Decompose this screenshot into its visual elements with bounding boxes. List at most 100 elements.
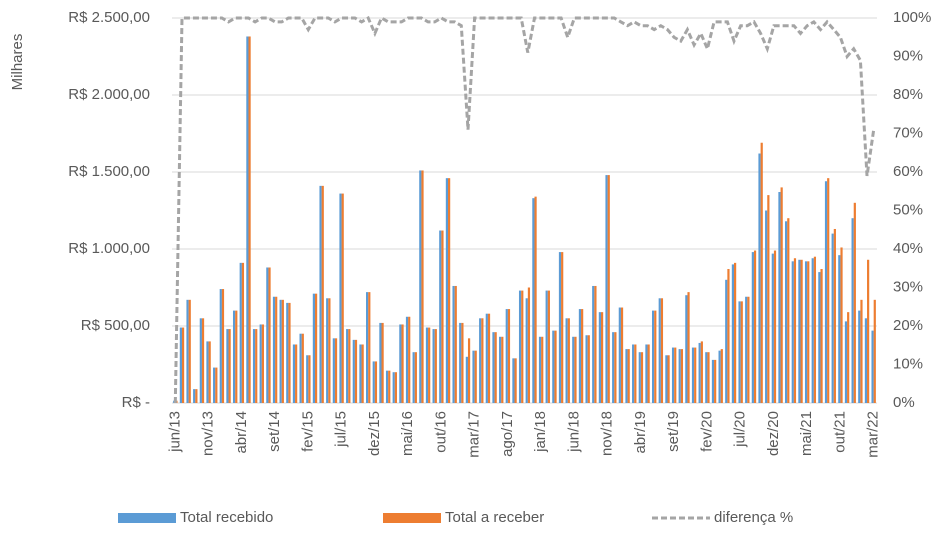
bar (538, 336, 542, 403)
bar (248, 36, 251, 403)
bar (578, 309, 582, 403)
bar (312, 293, 315, 403)
x-tick-label: fev/15 (299, 411, 316, 452)
bar (813, 256, 817, 403)
bar (853, 202, 856, 403)
bar (394, 372, 398, 403)
bar (452, 285, 455, 403)
bar (873, 299, 876, 403)
bar (252, 329, 256, 403)
bar (714, 359, 717, 403)
bar (585, 335, 588, 403)
bar (481, 318, 484, 403)
x-tick-label: dez/20 (765, 411, 782, 456)
bar (858, 310, 861, 403)
bar (454, 285, 457, 403)
x-tick-label: mar/17 (466, 411, 483, 458)
bar (246, 36, 249, 403)
bar (186, 299, 189, 403)
x-tick-label: jun/13 (166, 411, 183, 453)
bar (807, 261, 810, 403)
bar (552, 330, 555, 403)
bar (314, 293, 318, 403)
y2-tick-label: 40% (893, 240, 923, 257)
y-tick-label: R$ 2.000,00 (68, 86, 150, 103)
bar (518, 290, 522, 403)
bar (319, 185, 322, 403)
bar (791, 261, 794, 403)
y2-tick-label: 50% (893, 201, 923, 218)
bar (239, 262, 242, 403)
bar (485, 313, 488, 403)
bar (632, 344, 635, 403)
bar (279, 299, 282, 403)
bar (647, 344, 650, 403)
bar (412, 352, 415, 403)
bar (547, 290, 550, 403)
legend-swatch (118, 513, 176, 523)
bar (745, 296, 748, 403)
bar (421, 170, 424, 403)
bar (507, 309, 511, 403)
bar (301, 333, 304, 403)
bar (760, 142, 763, 404)
bar (731, 264, 735, 403)
bar (266, 267, 269, 403)
bar (288, 302, 291, 403)
bar (326, 298, 329, 403)
y2-tick-label: 90% (893, 47, 923, 64)
bar (847, 312, 850, 403)
bar (545, 290, 548, 403)
bar (512, 358, 515, 403)
bar (651, 310, 655, 403)
bar (541, 336, 544, 403)
bar (594, 285, 597, 403)
legend-swatch (383, 513, 441, 523)
bar (674, 347, 677, 403)
bar (705, 352, 708, 403)
bar (844, 321, 848, 403)
bar (472, 350, 475, 403)
bar (492, 332, 495, 403)
bar (811, 258, 814, 403)
bar (765, 210, 768, 403)
x-tick-label: mai/16 (399, 411, 416, 456)
bar (354, 339, 358, 403)
x-tick-label: set/19 (665, 411, 682, 452)
bar (419, 170, 422, 403)
bar (321, 185, 324, 403)
x-tick-label: nov/13 (200, 411, 217, 456)
bar (228, 329, 231, 403)
bar (804, 261, 808, 403)
bar (747, 296, 750, 403)
bar (851, 218, 854, 403)
bar (561, 252, 564, 403)
bar (725, 279, 728, 403)
bar (864, 318, 868, 403)
bar (738, 301, 741, 403)
x-tick-label: ago/17 (499, 411, 516, 457)
bar (698, 342, 701, 403)
bar (532, 198, 535, 403)
bar (272, 296, 276, 403)
bar (346, 329, 349, 403)
bar (625, 349, 628, 403)
bar (232, 310, 236, 403)
bar (208, 341, 211, 403)
x-tick-label: jul/20 (732, 411, 749, 448)
x-tick-label: nov/18 (599, 411, 616, 456)
bar (600, 312, 604, 403)
bar (694, 347, 697, 403)
bar (206, 341, 209, 403)
bar (268, 267, 271, 403)
bar (734, 262, 737, 403)
bar (405, 316, 409, 403)
bar (366, 292, 369, 403)
bar (467, 338, 471, 403)
y2-tick-label: 0% (893, 394, 915, 411)
bar (334, 338, 338, 403)
bar (461, 322, 464, 403)
bar (660, 298, 664, 403)
y2-tick-label: 100% (893, 9, 931, 26)
